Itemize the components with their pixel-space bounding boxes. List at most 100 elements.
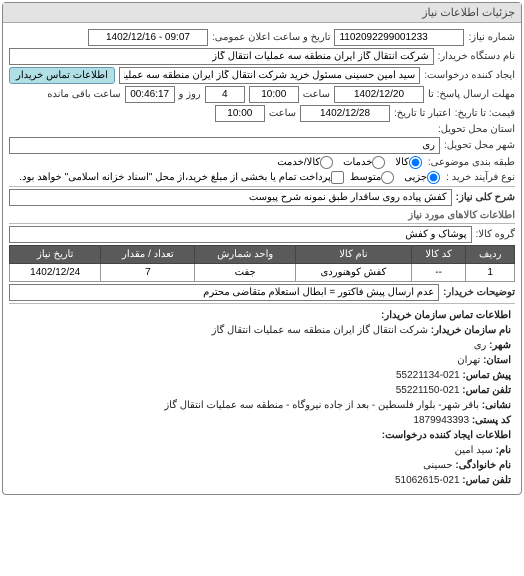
deadline-time-input[interactable] — [249, 86, 299, 103]
valid-date-input[interactable] — [300, 105, 390, 122]
org-label: نام سازمان خریدار: — [431, 325, 511, 336]
group-label: گروه کالا: — [476, 229, 515, 240]
remain-rest-label: ساعت باقی مانده — [47, 89, 120, 100]
row-process: نوع فرآیند خرید : جزیی متوسط پرداخت تمام… — [9, 171, 515, 184]
phone1-label: پیش تماس: — [463, 370, 511, 381]
process-note-option[interactable]: پرداخت تمام یا بخشی از مبلغ خرید،از محل … — [19, 171, 346, 184]
shomare-niaz-input[interactable] — [334, 29, 464, 46]
panel-body: شماره نیاز: تاریخ و ساعت اعلان عمومی: نا… — [3, 23, 521, 494]
process-motavaset-option[interactable]: متوسط — [350, 171, 396, 184]
process-radio-group: جزیی متوسط — [350, 171, 442, 184]
budget-khadamat-radio[interactable] — [372, 156, 385, 169]
th-unit: واحد شمارش — [195, 246, 296, 264]
budget-kk-radio[interactable] — [320, 156, 333, 169]
family-label: نام خانوادگی: — [455, 460, 511, 471]
name-value: سید امین — [455, 445, 493, 456]
th-qty: تعداد / مقدار — [101, 246, 195, 264]
deadline-label: مهلت ارسال پاسخ: تا — [428, 89, 515, 100]
row-ostan: استان محل تحویل: — [9, 124, 515, 135]
row-buyer-note: توضیحات خریدار: — [9, 284, 515, 301]
table-row[interactable]: 1 -- کفش کوهنوردی جفت 7 1402/12/24 — [10, 264, 515, 282]
city-label: شهر: — [489, 340, 511, 351]
row-sharh: شرح کلی نیاز: — [9, 189, 515, 206]
divider-1 — [9, 186, 515, 187]
ostan2-value: تهران — [457, 355, 480, 366]
contact-section-label: اطلاعات تماس سازمان خریدار: — [381, 310, 511, 321]
row-ejad: ایجاد کننده درخواست: اطلاعات تماس خریدار — [9, 67, 515, 84]
remain-day-label: روز و — [179, 89, 201, 100]
announce-input[interactable] — [88, 29, 208, 46]
phone2-label: تلفن تماس: — [462, 385, 511, 396]
process-motavaset-text: متوسط — [350, 172, 381, 183]
budget-label: طبقه بندی موضوعی: — [428, 157, 515, 168]
announce-label: تاریخ و ساعت اعلان عمومی: — [212, 32, 331, 43]
row-dastgah: نام دستگاه خریدار: — [9, 48, 515, 65]
valid-time-input[interactable] — [215, 105, 265, 122]
dastgah-label: نام دستگاه خریدار: — [438, 51, 515, 62]
process-jozi-radio[interactable] — [427, 171, 440, 184]
cell-date: 1402/12/24 — [10, 264, 101, 282]
cell-name: کفش کوهنوردی — [295, 264, 411, 282]
dastgah-input[interactable] — [9, 48, 434, 65]
budget-kala-option[interactable]: کالا — [395, 156, 424, 169]
cell-unit: جفت — [195, 264, 296, 282]
th-date: تاریخ نیاز — [10, 246, 101, 264]
group-input[interactable] — [9, 226, 472, 243]
qeymat-label: قیمت: تا تاریخ: — [455, 108, 515, 119]
budget-kala-text: کالا — [395, 157, 409, 168]
panel-title: جزئیات اطلاعات نیاز — [3, 3, 521, 23]
th-radif: ردیف — [466, 246, 515, 264]
city-value: ری — [474, 340, 487, 351]
divider-3 — [9, 303, 515, 304]
deadline-date-input[interactable] — [334, 86, 424, 103]
sharh-label: شرح کلی نیاز: — [456, 192, 515, 203]
ostan2-label: استان: — [483, 355, 511, 366]
tel-label: تلفن تماس: — [462, 475, 511, 486]
process-jozi-option[interactable]: جزیی — [404, 171, 442, 184]
address-label: نشانی: — [482, 400, 511, 411]
contact-info-button[interactable]: اطلاعات تماس خریدار — [9, 67, 115, 84]
budget-khadamat-option[interactable]: خدمات — [343, 156, 387, 169]
budget-kala-khadamat-option[interactable]: کالا/خدمت — [277, 156, 335, 169]
tel-value: 021-51062615 — [395, 475, 460, 486]
process-note-checkbox[interactable] — [331, 171, 344, 184]
org-value: شرکت انتقال گاز ایران منطقه سه عملیات ان… — [212, 325, 428, 336]
budget-khadamat-text: خدمات — [343, 157, 372, 168]
remain-time-input — [125, 86, 175, 103]
goods-table: ردیف کد کالا نام کالا واحد شمارش تعداد /… — [9, 245, 515, 282]
ejad-input[interactable] — [119, 67, 420, 84]
budget-kk-text: کالا/خدمت — [277, 157, 320, 168]
details-panel: جزئیات اطلاعات نیاز شماره نیاز: تاریخ و … — [2, 2, 522, 495]
row-shomare-announce: شماره نیاز: تاریخ و ساعت اعلان عمومی: — [9, 29, 515, 46]
row-shahr: شهر محل تحویل: — [9, 137, 515, 154]
shahr-label: شهر محل تحویل: — [444, 140, 515, 151]
goods-section-title: اطلاعات کالاهای مورد نیاز — [9, 210, 515, 221]
deadline-time-label: ساعت — [303, 89, 330, 100]
shahr-input[interactable] — [9, 137, 440, 154]
th-code: کد کالا — [411, 246, 466, 264]
name-label: نام: — [496, 445, 511, 456]
row-valid: قیمت: تا تاریخ: اعتبار تا تاریخ: ساعت — [9, 105, 515, 122]
process-motavaset-radio[interactable] — [381, 171, 394, 184]
row-deadline: مهلت ارسال پاسخ: تا ساعت روز و ساعت باقی… — [9, 86, 515, 103]
th-name: نام کالا — [295, 246, 411, 264]
phone1-value: 021-55221134 — [396, 370, 460, 381]
table-header-row: ردیف کد کالا نام کالا واحد شمارش تعداد /… — [10, 246, 515, 264]
budget-kala-radio[interactable] — [409, 156, 422, 169]
phone2-value: 021-55221150 — [396, 385, 460, 396]
buyer-note-input[interactable] — [9, 284, 439, 301]
remain-days-input — [205, 86, 245, 103]
valid-time-label: ساعت — [269, 108, 296, 119]
requester-section-label: اطلاعات ایجاد کننده درخواست: — [382, 430, 511, 441]
process-jozi-text: جزیی — [404, 172, 427, 183]
process-label: نوع فرآیند خرید : — [446, 172, 515, 183]
contact-block: اطلاعات تماس سازمان خریدار: نام سازمان خ… — [9, 306, 515, 490]
ostan-label: استان محل تحویل: — [438, 124, 515, 135]
cell-qty: 7 — [101, 264, 195, 282]
sharh-input[interactable] — [9, 189, 452, 206]
process-note-text: پرداخت تمام یا بخشی از مبلغ خرید،از محل … — [19, 172, 331, 183]
valid-label: اعتبار تا تاریخ: — [394, 108, 451, 119]
post-value: 1879943393 — [413, 415, 469, 426]
row-budget: طبقه بندی موضوعی: کالا خدمات کالا/خدمت — [9, 156, 515, 169]
row-group: گروه کالا: — [9, 226, 515, 243]
